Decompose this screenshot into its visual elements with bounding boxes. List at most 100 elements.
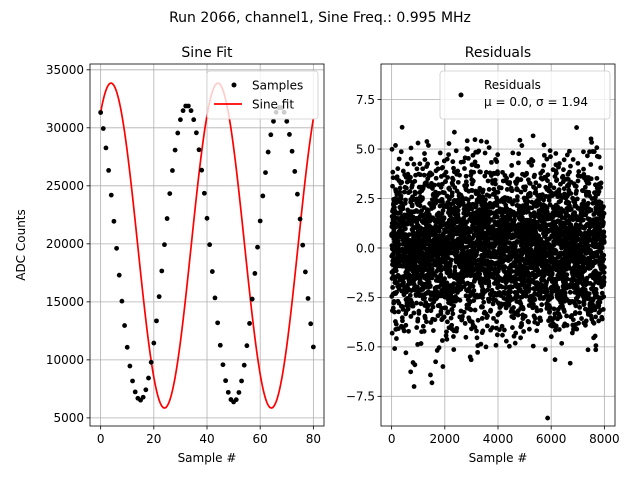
residuals-ytick-label: 5.0 <box>356 142 375 156</box>
sample-point <box>151 340 157 346</box>
residual-point <box>417 172 423 178</box>
residual-point <box>582 184 588 190</box>
residuals-xtick-label: 0 <box>388 432 396 446</box>
sample-point <box>159 268 165 274</box>
residual-point <box>411 281 417 287</box>
residual-point <box>536 183 542 189</box>
residual-point <box>540 168 546 174</box>
residual-point <box>561 167 566 173</box>
residual-point <box>518 335 524 341</box>
residual-point <box>532 297 538 303</box>
residual-point <box>396 242 402 247</box>
residual-point <box>543 347 548 352</box>
sample-point <box>162 242 167 248</box>
residual-point <box>451 165 456 171</box>
residual-point <box>485 287 491 293</box>
residual-point <box>427 283 433 289</box>
residual-point <box>398 196 404 201</box>
residual-point <box>421 172 427 178</box>
residual-point <box>545 178 550 184</box>
sample-point <box>263 170 268 176</box>
sample-point <box>196 147 202 153</box>
residual-point <box>390 285 396 290</box>
residual-point <box>532 315 538 321</box>
residual-point <box>443 333 449 339</box>
residual-point <box>403 226 408 232</box>
residual-point <box>472 137 478 143</box>
residual-point <box>544 156 550 162</box>
sample-point <box>114 245 119 251</box>
residual-point <box>486 193 492 199</box>
sample-point <box>260 193 266 199</box>
residual-point <box>520 306 526 312</box>
residual-point <box>403 350 409 356</box>
residual-point <box>473 203 479 209</box>
residual-point <box>518 189 524 195</box>
residual-point <box>495 214 500 220</box>
sample-point <box>175 130 181 136</box>
residual-point <box>448 315 454 321</box>
residual-point <box>432 317 438 323</box>
residual-point <box>399 179 405 185</box>
residual-point <box>512 243 518 249</box>
residual-point <box>569 313 575 318</box>
sine-fit-grid <box>90 64 324 426</box>
residual-point <box>575 285 580 290</box>
residual-point <box>451 281 457 287</box>
residual-point <box>449 307 455 313</box>
residual-point <box>564 276 570 282</box>
residual-point <box>455 207 461 213</box>
residual-point <box>478 341 484 347</box>
residual-point <box>463 179 469 185</box>
sample-point <box>98 110 104 115</box>
residual-point <box>545 415 551 421</box>
legend-sine-fit-label: Sine fit <box>252 98 294 112</box>
residual-point <box>412 362 418 368</box>
residual-point <box>401 189 407 195</box>
residual-point <box>400 206 406 212</box>
residual-point <box>482 150 488 156</box>
residuals-ytick-label: 7.5 <box>356 93 375 107</box>
sine-fit-ticks: 0 20 40 60 80 5000 10000 15000 20000 25000 30000 35… <box>46 63 321 446</box>
residual-point <box>392 346 398 351</box>
residual-point <box>426 143 431 148</box>
residual-point <box>588 176 594 182</box>
residual-point <box>468 307 474 313</box>
residual-point <box>557 314 563 320</box>
sample-point <box>295 191 300 197</box>
residual-point <box>533 180 539 186</box>
residual-point <box>455 179 461 185</box>
residual-point <box>545 271 551 277</box>
residual-point <box>547 305 553 311</box>
residual-point <box>415 140 421 146</box>
residual-point <box>567 360 573 366</box>
residual-point <box>425 302 431 308</box>
residual-point <box>598 165 604 171</box>
sample-point <box>247 321 252 326</box>
sine-fit-xtick-label: 60 <box>253 432 268 446</box>
residual-point <box>491 315 496 321</box>
residual-point <box>390 305 396 311</box>
residual-point <box>430 328 436 333</box>
residual-point <box>530 133 536 139</box>
residuals-ticks: 0 2000 4000 6000 8000 −7.5 −5.0 −2.5 0.0 2.5 5.0 7.… <box>346 93 620 446</box>
residual-point <box>548 334 554 340</box>
sine-fit-title: Sine Fit <box>181 45 233 61</box>
residual-point <box>471 169 477 175</box>
sample-point <box>257 218 263 224</box>
residual-point <box>495 189 501 195</box>
residual-point <box>546 197 552 203</box>
residual-point <box>551 185 557 191</box>
residual-point <box>596 154 602 160</box>
residual-point <box>408 145 414 151</box>
residual-point <box>592 307 598 313</box>
residual-point <box>535 321 541 327</box>
residual-point <box>483 169 489 175</box>
residual-point <box>483 344 489 350</box>
residual-point <box>601 270 607 276</box>
residual-point <box>503 338 509 344</box>
residual-point <box>407 189 413 194</box>
residual-point <box>480 187 486 193</box>
residuals-ytick-label: 0.0 <box>356 241 375 255</box>
